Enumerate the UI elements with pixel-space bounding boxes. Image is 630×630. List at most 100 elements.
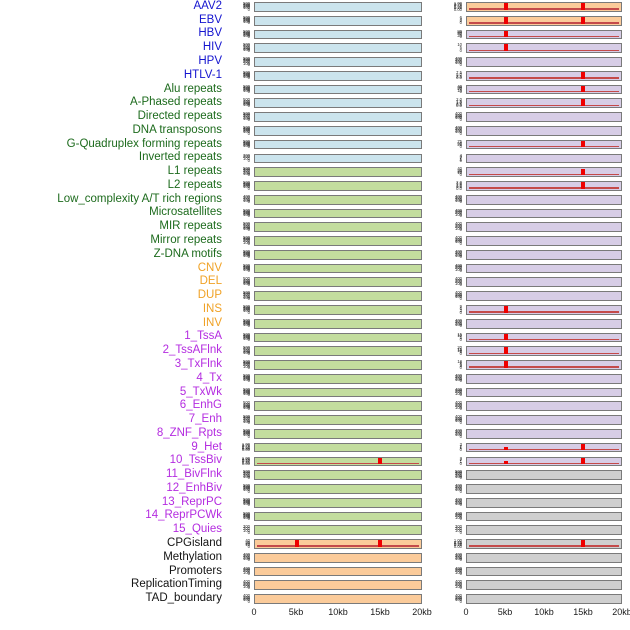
y-tick-label: 200 bbox=[243, 114, 250, 120]
y-tick-label: 400 bbox=[243, 57, 250, 63]
y-tick-label: 200 bbox=[455, 568, 462, 574]
y-axis-ticks: 400 300 200 100 0 bbox=[440, 594, 464, 604]
track-baseline bbox=[469, 338, 619, 341]
y-tick-label: 500 bbox=[243, 496, 250, 502]
y-tick-label: 0.50 bbox=[453, 3, 462, 9]
y-tick-label: 300 bbox=[455, 553, 462, 559]
y-tick-label: 300 bbox=[243, 251, 250, 257]
y-tick-label: 20 bbox=[457, 32, 462, 38]
y-axis-ticks: 500 400 300 200 100 0 bbox=[228, 98, 252, 108]
y-tick-label: 100 bbox=[243, 583, 250, 589]
y-tick-label: 0 bbox=[247, 89, 250, 95]
y-axis-ticks: 400 300 200 100 0 bbox=[440, 318, 464, 329]
y-tick-label: 200 bbox=[243, 389, 250, 395]
track-row-left bbox=[254, 236, 422, 246]
track-row-right bbox=[466, 484, 622, 494]
y-axis-ticks: 10 5 0 bbox=[440, 43, 464, 53]
y-tick-label: 0 bbox=[247, 309, 250, 315]
y-tick-label: 300 bbox=[455, 374, 462, 380]
y-tick-label: 100 bbox=[455, 487, 462, 493]
y-tick-label: 400 bbox=[243, 497, 250, 503]
y-tick-label: 0 bbox=[459, 254, 462, 260]
track-row-left bbox=[254, 580, 422, 591]
track-row-left bbox=[254, 456, 422, 467]
y-tick-label: 0 bbox=[247, 502, 250, 508]
y-tick-label: 200 bbox=[455, 210, 462, 216]
y-tick-label: 2.0 bbox=[456, 97, 462, 103]
y-tick-label: 100 bbox=[455, 321, 462, 327]
y-tick-label: 400 bbox=[243, 70, 250, 76]
track-row-right bbox=[466, 277, 622, 288]
data-spike bbox=[503, 361, 508, 368]
y-tick-label: 0.0 bbox=[456, 102, 462, 108]
y-axis-ticks: 400 300 200 100 0 bbox=[440, 111, 464, 122]
track-label: 5_TxWk bbox=[179, 385, 222, 398]
y-tick-label: 100 bbox=[243, 432, 250, 438]
y-tick-label: 400 bbox=[243, 593, 250, 599]
x-tick-label: 0 bbox=[251, 607, 257, 617]
track-row-right bbox=[466, 194, 622, 205]
y-tick-label: 1.0 bbox=[456, 182, 462, 188]
y-tick-label: 200 bbox=[455, 113, 462, 119]
data-spike bbox=[503, 44, 508, 52]
y-tick-label: 9 bbox=[459, 304, 462, 309]
y-tick-label: 300 bbox=[243, 347, 250, 353]
y-tick-label: 100 bbox=[455, 377, 462, 383]
y-tick-label: 300 bbox=[243, 512, 250, 518]
y-tick-label: 0 bbox=[247, 144, 250, 150]
y-tick-label: 20 bbox=[457, 169, 462, 175]
y-tick-label: 0 bbox=[247, 75, 250, 81]
track-label: DEL bbox=[199, 275, 222, 288]
data-spike bbox=[503, 16, 508, 24]
track-baseline bbox=[469, 352, 619, 355]
track-label: 12_EnhBiv bbox=[166, 481, 222, 494]
y-tick-label: 100 bbox=[455, 597, 462, 603]
y-tick-label: 100 bbox=[243, 391, 250, 397]
y-axis-ticks: 500 400 300 200 100 0 bbox=[228, 346, 252, 356]
y-tick-label: 1.00 bbox=[453, 1, 462, 6]
y-tick-label: 400 bbox=[243, 139, 250, 145]
track-baseline bbox=[469, 311, 619, 313]
y-tick-label: 200 bbox=[455, 430, 462, 436]
y-tick-label: 300 bbox=[455, 594, 462, 600]
y-tick-label: 200 bbox=[243, 154, 250, 160]
y-tick-label: 100 bbox=[455, 556, 462, 562]
y-axis-ticks: 500 400 300 200 100 0 bbox=[228, 43, 252, 53]
y-tick-label: 500 bbox=[243, 427, 250, 433]
y-tick-label: 0 bbox=[247, 323, 250, 329]
y-tick-label: 9 bbox=[459, 360, 462, 366]
y-tick-label: 0 bbox=[459, 144, 462, 150]
y-tick-label: 100 bbox=[243, 349, 250, 355]
y-tick-label: 400 bbox=[243, 15, 250, 21]
data-spike bbox=[503, 447, 508, 451]
y-tick-label: 0 bbox=[247, 282, 250, 288]
y-tick-label: 0 bbox=[459, 378, 462, 384]
y-tick-label: 2 bbox=[459, 155, 462, 161]
y-tick-label: 200 bbox=[243, 500, 250, 506]
y-axis-ticks: 500 400 300 200 100 0 bbox=[228, 277, 252, 287]
y-tick-label: 300 bbox=[455, 567, 462, 573]
track-label: Promoters bbox=[168, 564, 222, 577]
track-row-left bbox=[254, 360, 422, 370]
y-tick-label: 300 bbox=[243, 430, 250, 436]
y-tick-label: 0 bbox=[459, 89, 462, 95]
y-tick-label: 0 bbox=[247, 295, 250, 301]
y-tick-label: 100 bbox=[243, 294, 250, 300]
track-label: 10_TssBiv bbox=[169, 454, 222, 467]
y-axis-ticks: 400 300 200 100 0 bbox=[440, 580, 464, 590]
y-tick-label: 300 bbox=[243, 85, 250, 91]
y-tick-label: 400 bbox=[455, 400, 462, 406]
y-tick-label: 500 bbox=[243, 483, 250, 489]
y-tick-label: 500 bbox=[243, 166, 250, 172]
y-tick-label: 0.75 bbox=[453, 539, 462, 545]
y-tick-label: 500 bbox=[243, 469, 250, 475]
y-tick-label: 0 bbox=[247, 585, 250, 591]
right-panel-x-axis: 0 5kb 10kb 15kb 20kb bbox=[463, 608, 630, 622]
y-tick-label: 400 bbox=[455, 372, 462, 378]
y-tick-label: 400 bbox=[243, 429, 250, 435]
y-tick-label: 100 bbox=[243, 473, 250, 479]
y-tick-label: 300 bbox=[455, 126, 462, 132]
data-spike bbox=[580, 71, 585, 79]
y-tick-label: 300 bbox=[243, 99, 250, 105]
